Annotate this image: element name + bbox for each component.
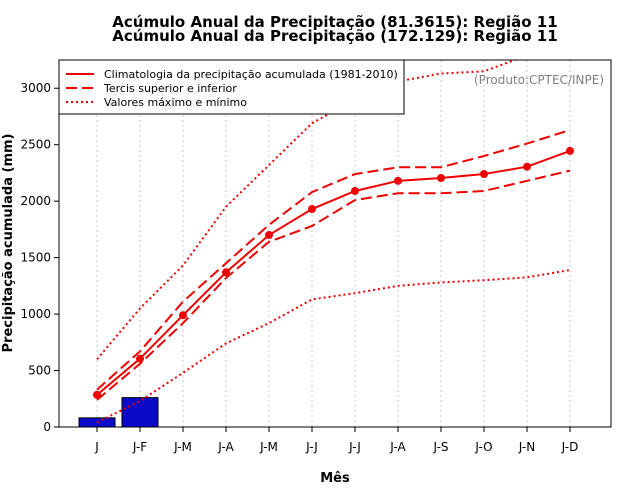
grid-layer [96, 60, 571, 427]
series-line-tercil-inferior [96, 169, 571, 401]
data-point [437, 174, 445, 183]
x-tick-label: J-J [305, 440, 318, 454]
chart-title-line-2: Acúmulo Anual da Precipitação (172.129):… [112, 27, 558, 45]
x-tick-label: J-J [348, 440, 361, 454]
y-tick-label: 0 [43, 420, 51, 434]
y-tick-label: 2500 [20, 138, 51, 152]
legend-item-climatology: Climatologia da precipitação acumulada (… [104, 68, 398, 81]
x-tick-label: J-N [518, 440, 535, 454]
legend-box [58, 59, 405, 115]
data-point [308, 205, 316, 214]
data-point [136, 354, 144, 363]
chart-title-line-1: Acúmulo Anual da Precipitação (81.3615):… [112, 13, 558, 31]
data-point [179, 311, 187, 320]
series-line-mínimo [96, 269, 571, 424]
y-tick-label: 3000 [20, 81, 51, 95]
bar-observed [121, 397, 159, 428]
series-line-máximo [96, 60, 518, 360]
x-tick-label: J-O [474, 440, 492, 454]
x-tick-label: J [94, 440, 99, 454]
bar-layer [78, 397, 159, 428]
x-tick-label: J-F [132, 440, 147, 454]
x-axis-title: Mês [320, 471, 350, 486]
y-axis: 0 500 1000 1500 2000 2500 3000 [20, 81, 59, 434]
data-point [351, 186, 359, 195]
x-tick-label: J-M [259, 440, 278, 454]
x-tick-label: J-M [173, 440, 192, 454]
series-layer [93, 60, 574, 424]
data-point [480, 170, 488, 179]
data-point [222, 268, 230, 277]
x-axis: J J-F J-M J-A J-M J-J J-J J-A J-S J-O J-N J-D [94, 427, 578, 454]
y-tick-label: 2000 [20, 194, 51, 208]
data-point [394, 176, 402, 185]
y-tick-label: 1000 [20, 307, 51, 321]
legend: Climatologia da precipitação acumulada (… [58, 59, 405, 115]
data-point [523, 162, 531, 171]
x-tick-label: J-A [217, 440, 234, 454]
data-point [93, 390, 101, 399]
x-tick-label: J-D [561, 440, 579, 454]
y-tick-label: 1500 [20, 251, 51, 265]
legend-item-tercils: Tercis superior e inferior [103, 82, 237, 95]
data-point [265, 231, 273, 240]
data-point [566, 146, 574, 155]
product-label: (Produto:CPTEC/INPE) [474, 73, 604, 87]
y-tick-label: 500 [28, 364, 51, 378]
y-axis-title: Precipitação acumulada (mm) [1, 134, 16, 353]
series-line-climatologia [96, 149, 571, 396]
series-line-tercil-superior [96, 129, 571, 391]
plot-frame [58, 59, 612, 428]
legend-item-extremes: Valores máximo e mínimo [104, 96, 247, 109]
x-tick-label: J-A [389, 440, 406, 454]
x-tick-label: J-S [432, 440, 448, 454]
